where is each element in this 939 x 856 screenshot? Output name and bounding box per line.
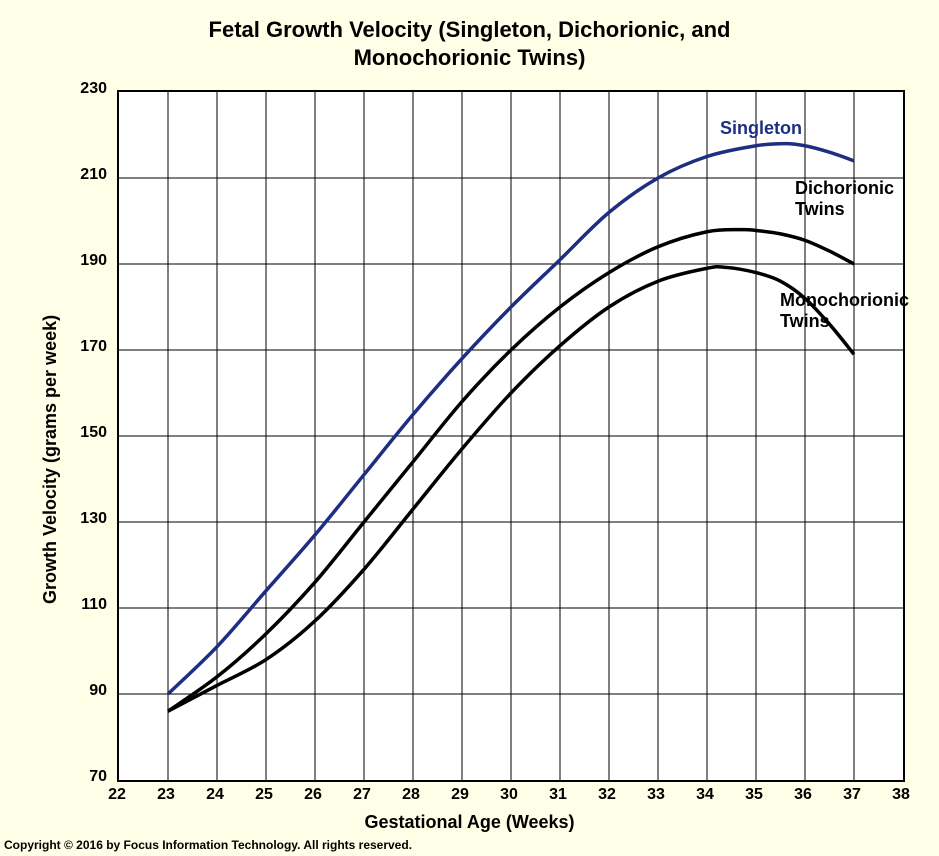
y-tick: 70 [67, 768, 107, 786]
x-axis-label: Gestational Age (Weeks) [0, 812, 939, 833]
x-tick: 28 [396, 786, 426, 804]
x-tick: 23 [151, 786, 181, 804]
series-label: Singleton [720, 118, 802, 139]
y-tick: 90 [67, 682, 107, 700]
y-tick: 110 [67, 596, 107, 614]
x-tick: 29 [445, 786, 475, 804]
series-label: MonochorionicTwins [780, 290, 909, 331]
x-tick: 34 [690, 786, 720, 804]
x-tick: 27 [347, 786, 377, 804]
x-tick: 25 [249, 786, 279, 804]
plot-area [117, 90, 905, 782]
chart-title-line2: Monochorionic Twins) [0, 44, 939, 72]
x-tick: 36 [788, 786, 818, 804]
y-axis-label: Growth Velocity (grams per week) [40, 315, 61, 604]
plot-svg [119, 92, 903, 780]
x-tick: 30 [494, 786, 524, 804]
chart-title-line1: Fetal Growth Velocity (Singleton, Dichor… [0, 16, 939, 44]
x-tick: 22 [102, 786, 132, 804]
y-tick: 150 [67, 424, 107, 442]
y-tick: 210 [67, 166, 107, 184]
x-tick: 26 [298, 786, 328, 804]
x-tick: 33 [641, 786, 671, 804]
x-tick: 24 [200, 786, 230, 804]
y-tick: 230 [67, 80, 107, 98]
series-label: DichorionicTwins [795, 178, 894, 219]
copyright-text: Copyright © 2016 by Focus Information Te… [4, 838, 412, 852]
x-tick: 35 [739, 786, 769, 804]
y-tick: 190 [67, 252, 107, 270]
x-tick: 32 [592, 786, 622, 804]
x-tick: 31 [543, 786, 573, 804]
y-tick: 130 [67, 510, 107, 528]
x-tick: 38 [886, 786, 916, 804]
chart-container: { "title_line1": "Fetal Growth Velocity … [0, 0, 939, 856]
y-tick: 170 [67, 338, 107, 356]
x-tick: 37 [837, 786, 867, 804]
